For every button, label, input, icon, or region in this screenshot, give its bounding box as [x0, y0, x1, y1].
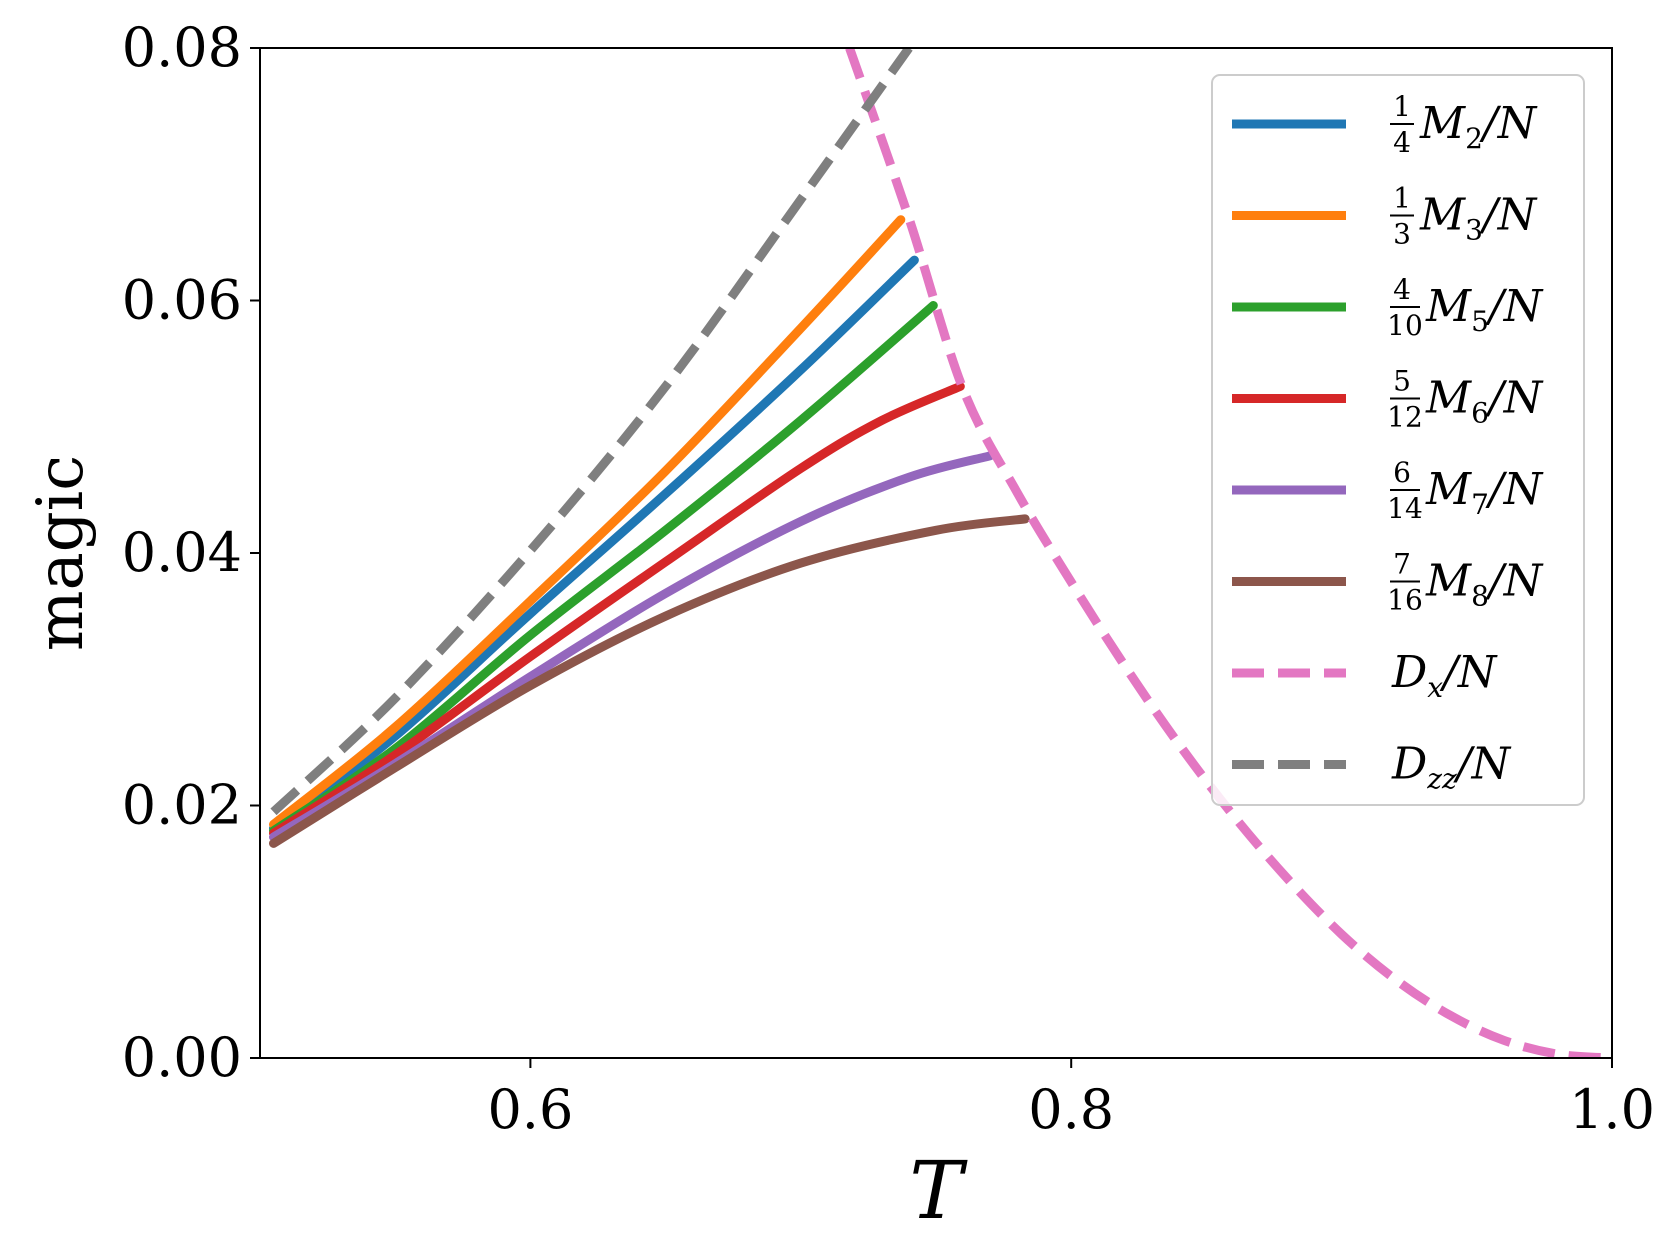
svg-text:M6/N: M6/N [1425, 373, 1544, 430]
svg-text:5: 5 [1393, 365, 1411, 398]
series-line-7 [845, 48, 1612, 1058]
legend-item: 512 M6/N [1387, 365, 1544, 434]
series-line-1 [269, 255, 919, 833]
svg-text:7: 7 [1393, 548, 1411, 581]
svg-text:M2/N: M2/N [1419, 98, 1538, 155]
legend-item: 410 M5/N [1387, 273, 1544, 342]
y-tick-label: 0.00 [122, 1026, 242, 1089]
series-line-6 [269, 514, 1030, 848]
y-tick-label: 0.04 [122, 521, 242, 584]
x-tick-label: 1.0 [1569, 1078, 1655, 1141]
y-axis: 0.00 0.02 0.04 0.06 0.08 [122, 16, 260, 1089]
svg-text:10: 10 [1387, 309, 1423, 342]
legend-item: Dzz/N [1391, 739, 1512, 796]
svg-text:3: 3 [1393, 218, 1411, 251]
svg-text:M5/N: M5/N [1425, 281, 1544, 338]
svg-text:6: 6 [1393, 456, 1411, 489]
svg-text:1: 1 [1393, 182, 1411, 215]
svg-text:14: 14 [1387, 492, 1423, 525]
legend-item: 716 M8/N [1387, 548, 1544, 617]
series-line-4 [269, 381, 965, 838]
y-tick-label: 0.02 [122, 774, 242, 837]
x-axis: 0.6 0.8 1.0 [487, 1058, 1655, 1141]
svg-text:Dzz/N: Dzz/N [1391, 739, 1512, 796]
svg-text:M8/N: M8/N [1425, 556, 1544, 613]
series-line-2 [269, 215, 906, 829]
svg-text:4: 4 [1393, 126, 1411, 159]
svg-text:4: 4 [1393, 273, 1411, 306]
legend-box [1211, 74, 1585, 806]
legend-item: 614 M7/N [1387, 456, 1544, 525]
svg-text:M7/N: M7/N [1425, 464, 1544, 521]
legend-item: Dx/N [1391, 647, 1498, 704]
series-line-8 [270, 48, 913, 816]
x-tick-label: 0.8 [1028, 1078, 1114, 1141]
y-axis-title: magic [24, 455, 98, 651]
series-line-3 [269, 301, 938, 836]
series-layer [269, 48, 1612, 1058]
y-tick-label: 0.06 [122, 269, 242, 332]
y-tick-label: 0.08 [122, 16, 242, 79]
svg-text:12: 12 [1387, 401, 1423, 434]
x-tick-label: 0.6 [487, 1078, 573, 1141]
legend-item: 14 M2/N [1390, 90, 1538, 159]
x-axis-title: T [909, 1144, 968, 1237]
svg-text:Dx/N: Dx/N [1391, 647, 1498, 704]
svg-text:M3/N: M3/N [1419, 190, 1538, 247]
legend-item: 13 M3/N [1390, 182, 1538, 251]
svg-text:1: 1 [1393, 90, 1411, 123]
svg-text:16: 16 [1387, 584, 1423, 617]
